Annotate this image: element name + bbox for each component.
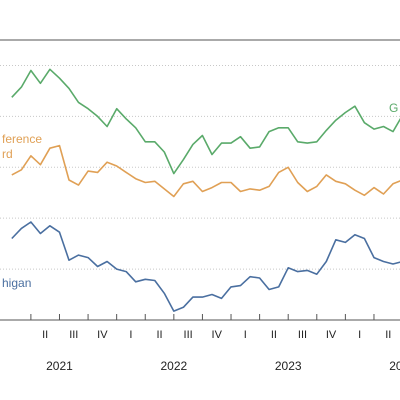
x-quarter-label: II <box>42 329 48 341</box>
x-quarter-label: III <box>184 329 193 341</box>
series-lines <box>11 68 400 312</box>
x-quarter-label: III <box>298 329 307 341</box>
x-quarter-label: IV <box>212 329 223 341</box>
plot-frame <box>0 39 400 321</box>
x-quarter-label: IV <box>326 329 337 341</box>
gridlines <box>0 64 400 270</box>
series-line-1 <box>11 144 400 198</box>
x-quarter-label: III <box>69 329 78 341</box>
series-label-michigan: higan <box>2 276 31 290</box>
series-label-g: G <box>389 101 398 115</box>
x-quarter-label: I <box>244 329 247 341</box>
x-quarter-label: IV <box>97 329 108 341</box>
x-quarter-label: I <box>358 329 361 341</box>
x-year-label: 2023 <box>275 359 302 373</box>
x-quarter-label: II <box>385 329 391 341</box>
x-quarter-label: I <box>129 329 132 341</box>
series-line-2 <box>11 221 400 312</box>
x-axis-year-labels: 2021 2022 2023 2024 <box>46 359 400 373</box>
x-year-label: 2022 <box>160 359 187 373</box>
x-quarter-label: II <box>271 329 277 341</box>
x-quarter-label: II <box>156 329 162 341</box>
x-axis-quarter-labels: IIIIIIVIIIIIIIVIIIIIIIVIIIIII <box>42 329 391 341</box>
x-year-label: 2021 <box>46 359 73 373</box>
x-axis-ticks <box>30 314 375 320</box>
series-label-conference-line1: ference <box>2 132 42 146</box>
series-label-conference-line2: rd <box>2 147 13 161</box>
series-line-0 <box>11 68 400 175</box>
x-year-label: 2024 <box>389 359 400 373</box>
